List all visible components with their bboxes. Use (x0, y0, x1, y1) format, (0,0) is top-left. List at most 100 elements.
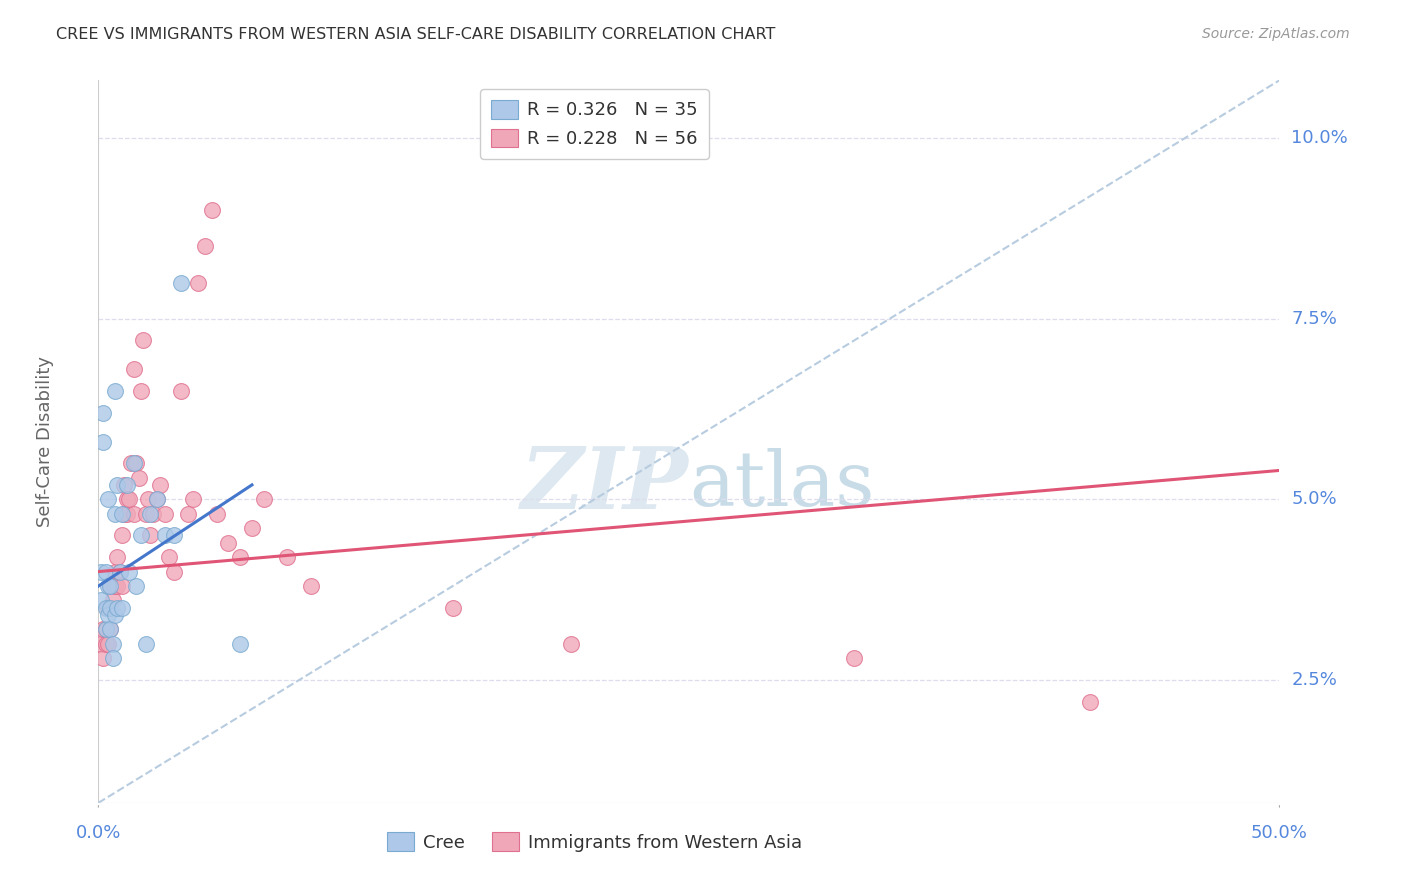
Point (111, 579, 134, 593)
Point (125, 579, 148, 593)
Point (177, 507, 200, 521)
Point (115, 492, 138, 507)
Point (104, 607, 127, 622)
Point (105, 579, 128, 593)
Point (441, 600, 464, 615)
Point (276, 550, 298, 565)
Point (129, 528, 152, 542)
Point (111, 600, 134, 615)
Point (170, 276, 193, 290)
Point (101, 593, 124, 607)
Point (90, 565, 112, 579)
Point (98, 623, 121, 637)
Point (153, 528, 176, 542)
Point (104, 507, 127, 521)
Text: 5.0%: 5.0% (1291, 491, 1337, 508)
Point (125, 456, 148, 470)
Point (104, 384, 127, 398)
Point (1080, 695, 1102, 709)
Point (101, 651, 124, 665)
Point (91, 434, 114, 449)
Point (91, 651, 114, 665)
Point (97, 607, 120, 622)
Point (90, 593, 112, 607)
Point (111, 507, 134, 521)
Point (122, 362, 145, 376)
Point (129, 384, 152, 398)
Point (139, 507, 162, 521)
Point (240, 521, 263, 535)
Point (115, 478, 138, 492)
Point (205, 507, 228, 521)
Point (135, 507, 157, 521)
Point (90, 637, 112, 651)
Text: 50.0%: 50.0% (1251, 824, 1308, 842)
Point (146, 492, 169, 507)
Point (94, 637, 117, 651)
Point (135, 637, 157, 651)
Legend: Cree, Immigrants from Western Asia: Cree, Immigrants from Western Asia (380, 825, 810, 859)
Point (121, 456, 143, 470)
Point (149, 478, 172, 492)
Point (98, 600, 121, 615)
Point (122, 456, 145, 470)
Point (101, 579, 124, 593)
Point (104, 579, 127, 593)
Point (136, 492, 159, 507)
Point (118, 492, 141, 507)
Point (94, 623, 117, 637)
Text: 7.5%: 7.5% (1291, 310, 1337, 327)
Point (112, 507, 135, 521)
Point (104, 565, 127, 579)
Text: CREE VS IMMIGRANTS FROM WESTERN ASIA SELF-CARE DISABILITY CORRELATION CHART: CREE VS IMMIGRANTS FROM WESTERN ASIA SEL… (56, 27, 776, 42)
Point (229, 637, 252, 651)
Point (94, 623, 117, 637)
Point (97, 579, 120, 593)
Point (91, 406, 114, 420)
Point (108, 565, 131, 579)
Point (170, 384, 193, 398)
Point (111, 528, 134, 542)
Point (194, 239, 217, 253)
Text: 10.0%: 10.0% (1291, 129, 1348, 147)
Text: 2.5%: 2.5% (1291, 671, 1337, 689)
Point (132, 334, 155, 348)
Point (163, 565, 186, 579)
Point (163, 528, 186, 542)
Point (105, 550, 128, 565)
Point (91, 623, 114, 637)
Point (253, 492, 276, 507)
Point (142, 507, 165, 521)
Point (94, 600, 117, 615)
Point (139, 528, 162, 542)
Point (299, 579, 322, 593)
Point (153, 507, 176, 521)
Point (122, 507, 145, 521)
Point (98, 579, 121, 593)
Point (187, 276, 209, 290)
Point (157, 550, 180, 565)
Point (844, 651, 866, 665)
Point (229, 550, 252, 565)
Point (105, 600, 128, 615)
Point (560, 637, 582, 651)
Point (201, 203, 224, 218)
Point (108, 565, 131, 579)
Point (105, 478, 128, 492)
Point (101, 637, 124, 651)
Point (94, 565, 117, 579)
Point (97, 637, 120, 651)
Text: Self-Care Disability: Self-Care Disability (37, 356, 55, 527)
Point (97, 600, 120, 615)
Point (112, 478, 135, 492)
Text: Source: ZipAtlas.com: Source: ZipAtlas.com (1202, 27, 1350, 41)
Point (98, 579, 121, 593)
Text: 0.0%: 0.0% (76, 824, 121, 842)
Point (97, 492, 120, 507)
Point (128, 471, 150, 485)
Point (118, 565, 141, 579)
Text: atlas: atlas (689, 448, 875, 522)
Point (217, 535, 239, 549)
Point (181, 492, 204, 507)
Point (146, 492, 169, 507)
